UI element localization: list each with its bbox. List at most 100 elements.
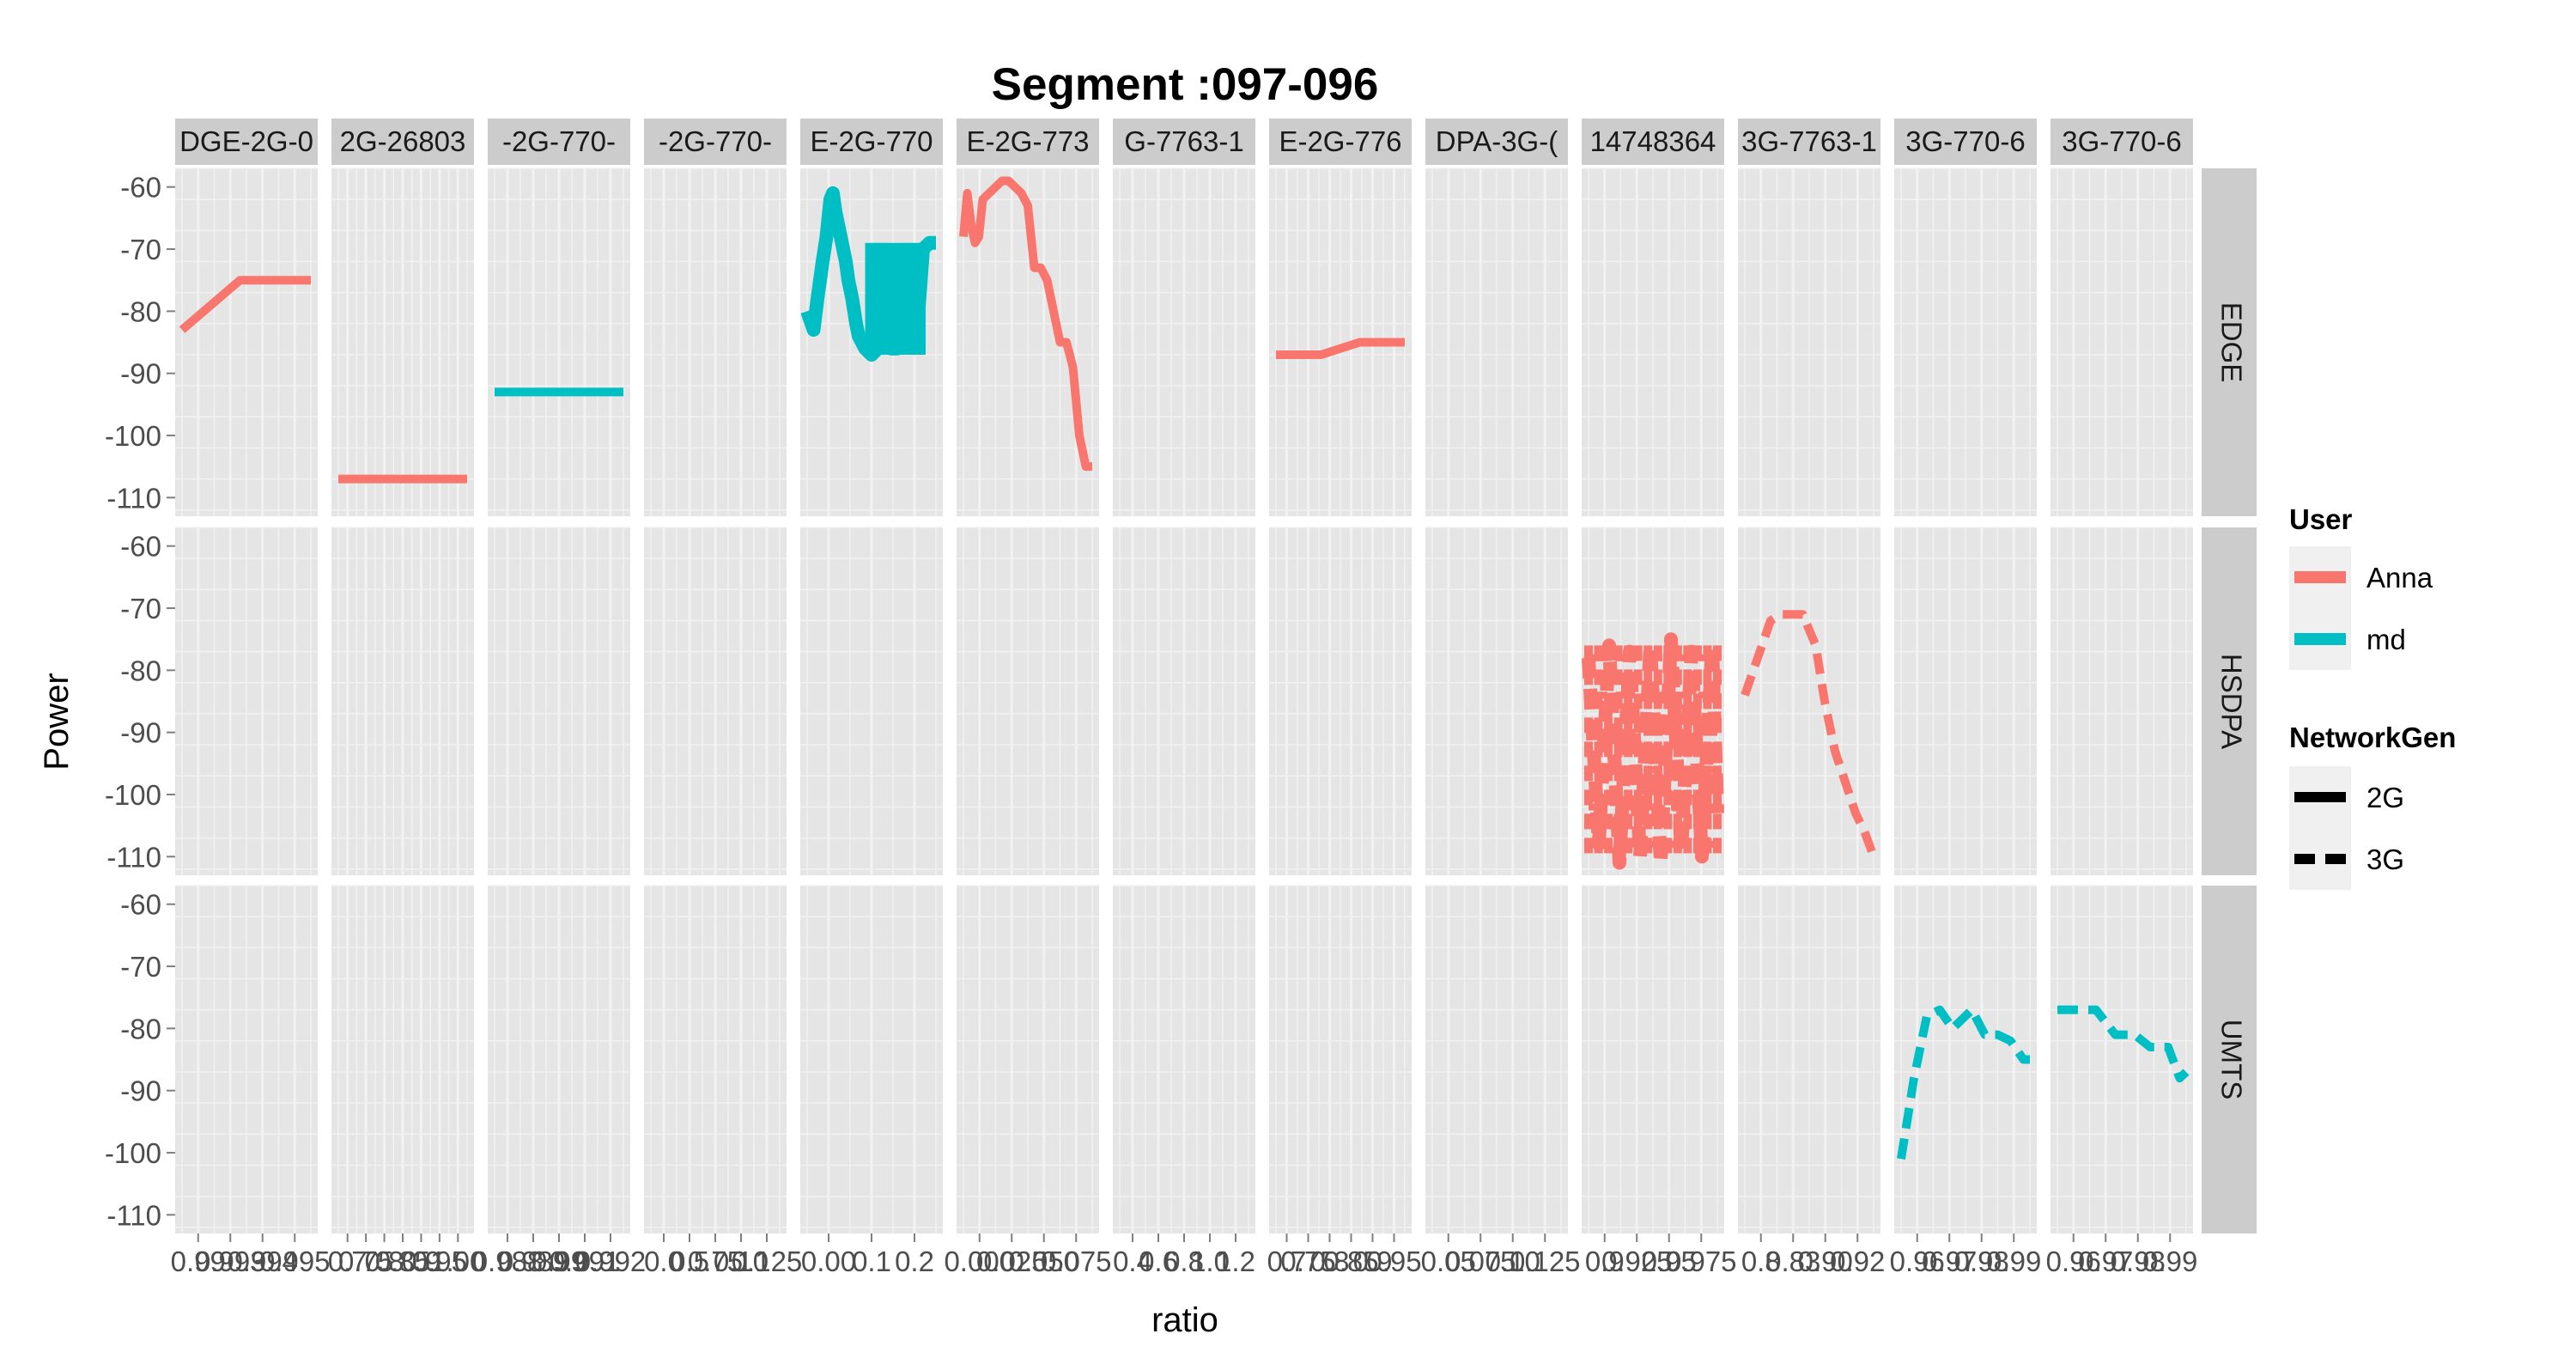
x-tick-label: 1.0 <box>1190 1245 1230 1277</box>
x-tick-label: 0.0 <box>644 1245 683 1277</box>
x-tick-label: 0.97 <box>1922 1245 1977 1277</box>
x-tick-label: 0.988 <box>472 1245 544 1277</box>
x-tick-label: 0.99 <box>171 1245 226 1277</box>
y-tick-label: -80 <box>120 295 161 327</box>
series-overplot-md <box>865 242 926 355</box>
x-tick-label: 0.10 <box>1485 1245 1540 1277</box>
y-tick-label: -90 <box>120 1075 161 1107</box>
strip-background <box>1894 119 2037 165</box>
legend-label-md: md <box>2366 624 2406 655</box>
column-strip: 3G-770-6 <box>2050 119 2193 165</box>
strip-background <box>488 119 630 165</box>
x-tick-label: 1.00 <box>430 1245 485 1277</box>
row-strip-background <box>2202 527 2257 875</box>
y-tick-label: -60 <box>120 172 161 204</box>
x-tick-label: 0.00 <box>801 1245 856 1277</box>
strip-background <box>957 119 1099 165</box>
series-line-anna-2g <box>179 276 311 333</box>
y-axis-title: Power <box>38 673 76 770</box>
x-axis-title: ratio <box>1151 1301 1218 1339</box>
strip-background <box>644 119 787 165</box>
x-tick-label: 0.95 <box>1642 1245 1697 1277</box>
series-line-anna-2g <box>959 176 1092 472</box>
legend-gen-title: NetworkGen <box>2289 722 2456 753</box>
strip-background <box>1425 119 1568 165</box>
column-strip: 3G-7763-1 <box>1738 119 1880 165</box>
strip-label: G-7763-1 <box>1124 125 1243 157</box>
series-line-md-3g <box>1897 1005 2030 1160</box>
column-strip: DGE-2G-0 <box>175 119 318 165</box>
strip-label: DGE-2G-0 <box>179 125 313 157</box>
series-line-anna-3g <box>1741 610 1878 859</box>
legend-label-anna: Anna <box>2366 562 2433 594</box>
x-tick-label: 0.000 <box>944 1245 1015 1277</box>
x-tick-label: 0.7 <box>1267 1245 1307 1277</box>
x-tick-label: 0.92 <box>1830 1245 1885 1277</box>
x-tick-label: 0.75 <box>338 1245 393 1277</box>
y-tick-label: -70 <box>120 234 161 265</box>
x-tick-label: 0.96 <box>1890 1245 1945 1277</box>
column-strip: DPA-3G-( <box>1425 119 1568 165</box>
x-tick-label: 0.96 <box>2046 1245 2101 1277</box>
column-strip: -2G-770- <box>488 119 630 165</box>
x-tick-label: 0.9 <box>1585 1245 1625 1277</box>
strip-background <box>331 119 474 165</box>
panels-layer <box>175 167 2193 1233</box>
column-strip: 2G-26803 <box>331 119 474 165</box>
column-strip: E-2G-773 <box>957 119 1099 165</box>
x-tick-label: 0.2 <box>895 1245 934 1277</box>
y-tick-label: -90 <box>120 717 161 749</box>
x-tick-label: 0.9 <box>401 1245 440 1277</box>
x-tick-label: 0.8 <box>365 1245 404 1277</box>
strip-label: 3G-7763-1 <box>1741 125 1877 157</box>
x-tick-label: 0.75 <box>688 1245 743 1277</box>
x-tick-label: 0.075 <box>1445 1245 1516 1277</box>
chart-title: Segment :097-096 <box>992 59 1379 110</box>
series-line-anna-2g <box>1276 338 1405 359</box>
y-tick-label: -70 <box>120 951 161 983</box>
strip-background <box>175 119 318 165</box>
x-tick-label: 0.125 <box>1510 1245 1581 1277</box>
column-strip: G-7763-1 <box>1113 119 1255 165</box>
x-tick-label: 0.9 <box>1353 1245 1393 1277</box>
x-tick-label: 0.050 <box>1008 1245 1079 1277</box>
row-strip: HSDPA <box>2202 527 2257 875</box>
column-strip: 14748364 <box>1582 119 1724 165</box>
x-tick-label: 0.99 <box>2142 1245 2197 1277</box>
y-tick-label: -110 <box>106 482 161 514</box>
x-tick-label: 0.99 <box>532 1245 586 1277</box>
row-strips: EDGE HSDPA UMTS <box>2202 168 2257 1233</box>
row-strip-background <box>2202 168 2257 516</box>
x-tick-label: 1.2 <box>1216 1245 1255 1277</box>
x-axis: 0.990.9930.9940.9950.70.750.80.850.90.95… <box>171 1233 2197 1277</box>
column-strip: E-2G-776 <box>1269 119 1412 165</box>
y-tick-label: -80 <box>120 655 161 686</box>
strip-background <box>1738 119 1880 165</box>
x-tick-label: 0.95 <box>1366 1245 1421 1277</box>
strip-label: E-2G-770 <box>810 125 933 157</box>
column-strip: -2G-770- <box>644 119 787 165</box>
x-tick-label: 0.7 <box>328 1245 368 1277</box>
strip-background <box>1269 119 1412 165</box>
legend-user-title: User <box>2289 503 2353 535</box>
x-tick-label: 0.125 <box>732 1245 803 1277</box>
strip-background <box>2050 119 2193 165</box>
row-strip: EDGE <box>2202 168 2257 516</box>
row-strip-label: UMTS <box>2215 1020 2247 1100</box>
strip-label: -2G-770- <box>659 125 772 157</box>
strip-label: 3G-770-6 <box>1905 125 2025 157</box>
y-tick-label: -100 <box>105 420 161 452</box>
y-tick-label: -80 <box>120 1013 161 1044</box>
x-tick-label: 0.05 <box>1421 1245 1476 1277</box>
row-strip: UMTS <box>2202 886 2257 1233</box>
strip-label: DPA-3G-( <box>1436 125 1558 157</box>
x-tick-label: 0.85 <box>375 1245 430 1277</box>
strip-label: 3G-770-6 <box>2062 125 2181 157</box>
y-tick-label: -60 <box>120 889 161 921</box>
strip-label: -2G-770- <box>502 125 616 157</box>
x-tick-label: 0.99 <box>1986 1245 2041 1277</box>
strip-label: E-2G-773 <box>966 125 1089 157</box>
y-tick-label: -60 <box>120 531 161 563</box>
x-tick-label: 0.925 <box>1601 1245 1673 1277</box>
